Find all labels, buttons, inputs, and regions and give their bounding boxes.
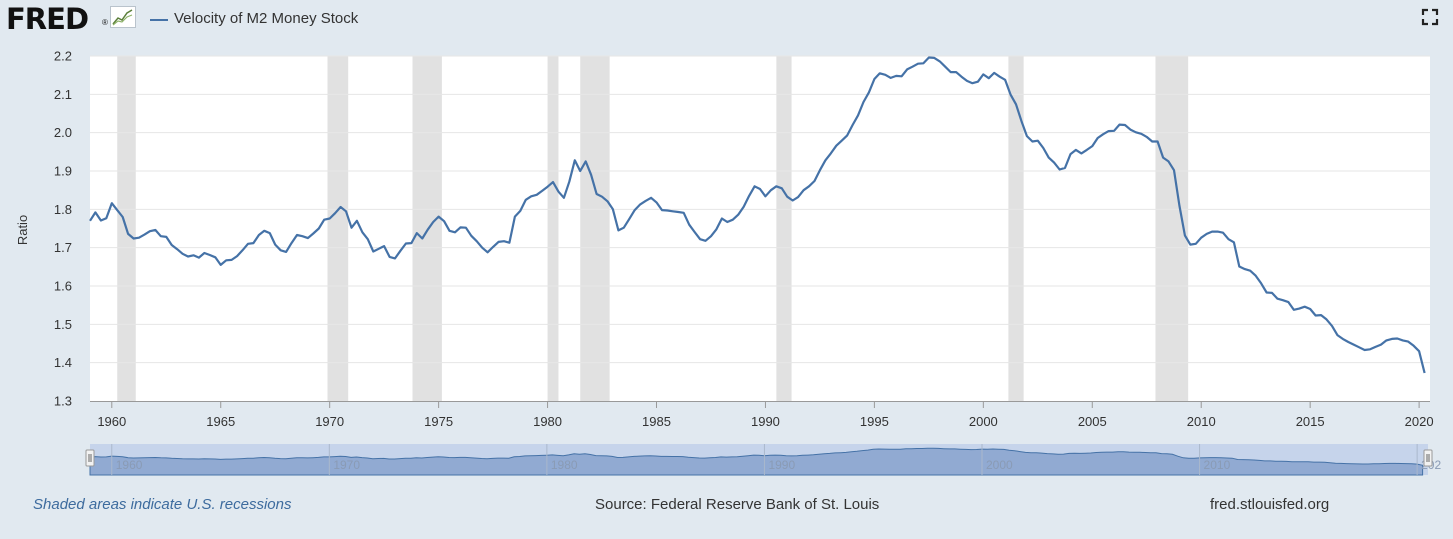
- navigator-tick-label: 2010: [1204, 458, 1231, 472]
- chart-area: 1.31.41.51.61.71.81.92.02.12.2 1960 1965 1…: [15, 49, 1441, 476]
- x-tick-label: 1960: [97, 414, 126, 429]
- fullscreen-icon[interactable]: [1421, 8, 1439, 26]
- navigator-tick-label: 1980: [551, 458, 578, 472]
- x-tick-label: 2015: [1296, 414, 1325, 429]
- navigator-tick-label: 1960: [116, 458, 143, 472]
- range-navigator[interactable]: 196019701980199020002010202: [85, 444, 1441, 476]
- x-tick-label: 1975: [424, 414, 453, 429]
- fred-logo[interactable]: FRED: [6, 2, 89, 36]
- site-link[interactable]: fred.stlouisfed.org: [1210, 496, 1330, 513]
- x-tick-label: 2020: [1405, 414, 1434, 429]
- gridlines: [90, 55, 1430, 364]
- x-tick-label: 1990: [751, 414, 780, 429]
- recession-band: [327, 56, 349, 401]
- navigator-handle-left[interactable]: [85, 449, 95, 467]
- x-tick-label: 2000: [969, 414, 998, 429]
- y-axis: 1.3 1.4 1.5 1.6 1.7 1.8 1.9 2.0 2.1 2.2: [54, 49, 72, 409]
- recession-band: [776, 56, 792, 401]
- y-tick-label: 1.9: [54, 164, 72, 179]
- source-credit: Source: Federal Reserve Bank of St. Loui…: [595, 496, 880, 513]
- legend-swatch: [150, 19, 168, 21]
- legend-series-label: Velocity of M2 Money Stock: [174, 10, 359, 27]
- y-tick-label: 1.7: [54, 240, 72, 255]
- recession-band: [412, 56, 442, 401]
- y-tick-label: 1.4: [54, 355, 72, 370]
- y-tick-label: 1.3: [54, 394, 72, 409]
- y-axis-label: Ratio: [15, 215, 30, 245]
- x-tick-label: 1965: [206, 414, 235, 429]
- y-tick-label: 1.5: [54, 317, 72, 332]
- plot-background: [90, 56, 1430, 401]
- y-tick-label: 2.0: [54, 125, 72, 140]
- y-tick-label: 2.1: [54, 87, 72, 102]
- x-axis: 1960 1965 1970 1975 1980 1985 1990 1995 2000 2005…: [90, 401, 1434, 429]
- chart-header: FRED ® Velocity of M2 Money Stock: [0, 0, 1453, 40]
- recession-note: Shaded areas indicate U.S. recessions: [33, 496, 292, 513]
- x-tick-label: 1980: [533, 414, 562, 429]
- x-tick-label: 2005: [1078, 414, 1107, 429]
- recession-band: [547, 56, 559, 401]
- x-tick-label: 1995: [860, 414, 889, 429]
- recession-band: [1008, 56, 1024, 401]
- navigator-tick-label: 2000: [986, 458, 1013, 472]
- y-tick-label: 1.6: [54, 279, 72, 294]
- y-tick-label: 1.8: [54, 202, 72, 217]
- series-line: [89, 56, 1426, 374]
- series-line-layer: [89, 56, 1426, 374]
- y-tick-label: 2.2: [54, 49, 72, 64]
- navigator-series: [89, 447, 1424, 476]
- x-tick-label: 1985: [642, 414, 671, 429]
- registered-mark: ®: [102, 18, 108, 27]
- navigator-handle-right[interactable]: [1423, 449, 1433, 467]
- navigator-tick-label: 1970: [333, 458, 360, 472]
- logo-graph-icon: [110, 6, 136, 28]
- x-tick-label: 2010: [1187, 414, 1216, 429]
- recession-band: [580, 56, 610, 401]
- recession-shading: [117, 56, 1189, 401]
- x-tick-label: 1970: [315, 414, 344, 429]
- navigator-tick-label: 1990: [768, 458, 795, 472]
